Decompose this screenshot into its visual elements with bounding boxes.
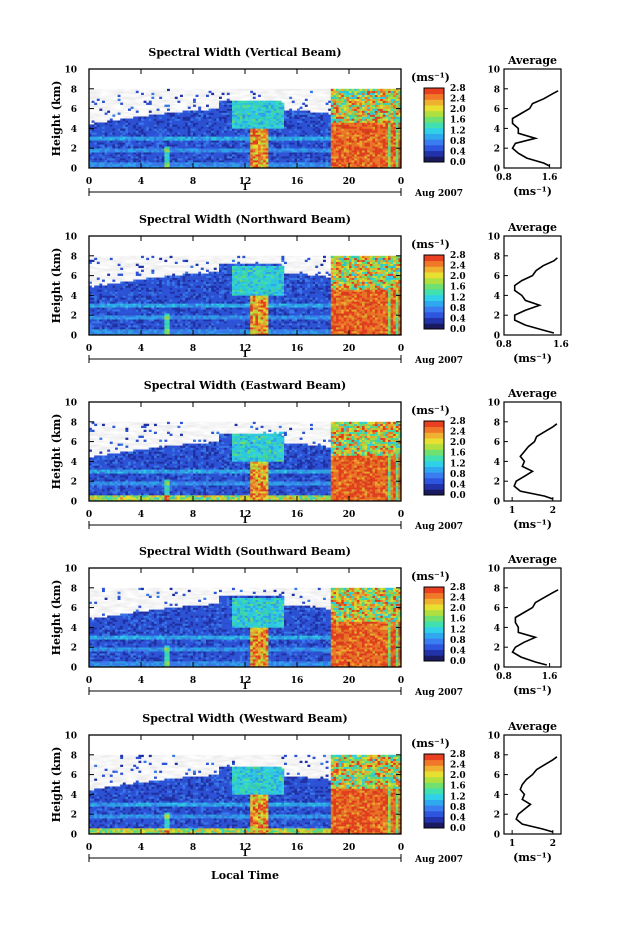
colorbar-tick-label: 1.2 — [450, 126, 466, 136]
colorbar-swatch — [424, 110, 444, 117]
colorbar-tick-label: 0.0 — [450, 158, 466, 168]
x-tick-label: 0 — [398, 177, 404, 187]
average-y-tick-label: 8 — [494, 85, 500, 95]
colorbar-swatch — [424, 99, 444, 106]
y-tick-label: 10 — [64, 66, 77, 76]
y-tick-label: 0 — [71, 165, 77, 175]
x-tick-label: 16 — [291, 177, 304, 187]
colorbar-unit: (ms⁻¹) — [411, 71, 450, 84]
average-y-tick-label: 2 — [494, 145, 500, 155]
y-tick-label: 6 — [71, 105, 77, 115]
x-tick-label: 20 — [343, 177, 356, 187]
colorbar-tick-label: 2.4 — [450, 95, 466, 105]
colorbar: (ms⁻¹) 0.00.40.81.21.62.02.42.8 — [411, 71, 466, 168]
average-x-label: (ms⁻¹) — [513, 185, 552, 198]
colorbar-swatch — [424, 133, 444, 140]
average-y-tick-label: 6 — [494, 105, 500, 115]
colorbar-tick-label: 0.8 — [450, 137, 466, 147]
colorbar-tick-label: 2.0 — [450, 105, 466, 115]
colorbar-tick-label: 0.4 — [450, 147, 466, 157]
y-tick-label: 4 — [71, 125, 77, 135]
colorbar-tick-label: 1.6 — [450, 116, 466, 126]
colorbar-swatch — [424, 139, 444, 146]
x-tick-label: 4 — [138, 177, 144, 187]
colorbar-swatch — [424, 116, 444, 123]
colorbar-swatch — [424, 150, 444, 157]
average-y-tick-label: 4 — [494, 125, 500, 135]
x-tick-label: 0 — [86, 177, 92, 187]
y-tick-label: 8 — [71, 85, 77, 95]
y-tick-label: 2 — [71, 145, 77, 155]
date-label: Aug 2007 — [414, 189, 463, 199]
panel-title: Spectral Width (Northward Beam) — [139, 213, 351, 226]
x-tick-label: 8 — [190, 177, 196, 187]
colorbar-swatch — [424, 127, 444, 134]
colorbar-swatch — [424, 105, 444, 112]
average-x-tick-label: 1.6 — [542, 173, 558, 183]
average-line — [511, 90, 559, 167]
colorbar-swatch — [424, 93, 444, 100]
heatmap-texture — [89, 88, 401, 168]
average-y-tick-label: 10 — [487, 66, 500, 76]
colorbar-swatch — [424, 122, 444, 129]
colorbar-swatch — [424, 144, 444, 152]
day-label: 1 — [242, 183, 248, 193]
colorbar-swatch — [424, 88, 444, 95]
average-x-tick-label: 0.8 — [496, 173, 512, 183]
average-title: Average — [507, 54, 557, 67]
panel-title: Spectral Width (Vertical Beam) — [148, 46, 341, 59]
y-axis-label: Height (km) — [50, 81, 63, 157]
colorbar-swatch — [424, 156, 444, 163]
colorbar-tick-label: 2.8 — [450, 84, 466, 94]
